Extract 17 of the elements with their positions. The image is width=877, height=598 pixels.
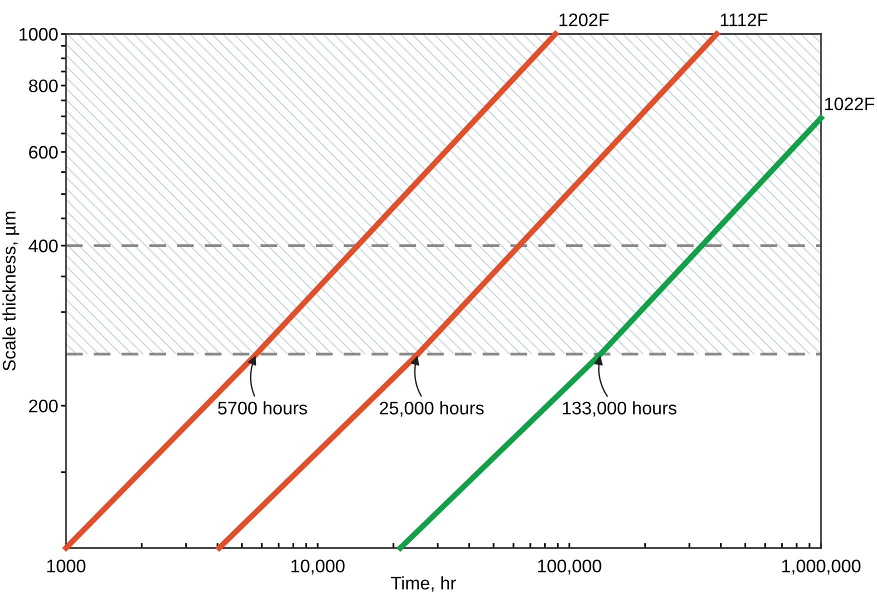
y-tick-label: 800 xyxy=(29,79,58,92)
x-tick-label: 1,000,000 xyxy=(782,560,860,575)
y-axis-title: Scale thickness, µm xyxy=(2,212,20,371)
x-axis-title: Time, hr xyxy=(391,576,456,592)
x-tick-label: 10,000 xyxy=(291,560,345,575)
series-label: 1112F xyxy=(720,13,768,26)
y-tick-label: 200 xyxy=(29,400,58,412)
x-tick-label: 1000 xyxy=(47,560,86,572)
annotation: 25,000 hours xyxy=(380,401,484,417)
annotation: 5700 hours xyxy=(218,401,308,414)
y-tick-label: 400 xyxy=(28,240,58,252)
series-label: 1022F xyxy=(825,98,874,110)
series-label: 1202F xyxy=(560,13,609,26)
x-tick-label: 100,000 xyxy=(538,560,602,575)
y-tick-label: 1000 xyxy=(20,28,58,41)
annotation: 133,000 hours xyxy=(562,401,676,417)
y-tick-label: 600 xyxy=(29,146,58,159)
